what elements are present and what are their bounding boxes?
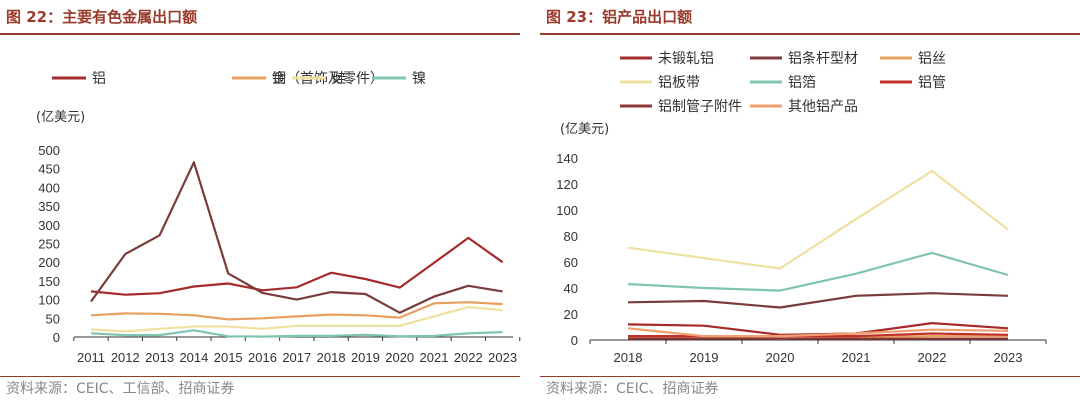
source-note: 资料来源：CEIC、招商证券 xyxy=(546,381,719,397)
x-tick-label: 2020 xyxy=(385,350,414,365)
source-rule xyxy=(540,376,1080,377)
series-line xyxy=(627,327,1009,338)
x-tick-label: 2012 xyxy=(111,350,140,365)
y-tick-label: 350 xyxy=(38,199,60,214)
y-tick-label: 0 xyxy=(53,330,60,345)
x-tick-label: 2022 xyxy=(454,350,483,365)
x-tick-label: 2018 xyxy=(317,350,346,365)
x-tick-label: 2019 xyxy=(690,350,719,365)
legend-label: 铜 xyxy=(272,71,286,87)
y-tick-label: 400 xyxy=(38,180,60,195)
legend-label: 铝箔 xyxy=(788,75,816,91)
x-tick-label: 2015 xyxy=(214,350,243,365)
legend-label: 铝管 xyxy=(918,75,946,91)
chart-panel-left: 图 22：主要有色金属出口额 铝 金（首饰及零件）铜 硅 镍 (亿美元) 0 50 100 15… xyxy=(0,0,521,402)
x-tick-label: 2019 xyxy=(351,350,380,365)
legend-label: 金（首饰及零件） xyxy=(272,71,384,87)
y-tick-label: 250 xyxy=(38,237,60,252)
series-line xyxy=(627,292,1009,309)
x-tick-label: 2016 xyxy=(248,350,277,365)
x-tick-label: 2023 xyxy=(488,350,517,365)
x-tick-label: 2020 xyxy=(766,350,795,365)
y-tick-label: 450 xyxy=(38,162,60,177)
y-tick-label: 300 xyxy=(38,218,60,233)
legend-label: 铝条杆型材 xyxy=(788,50,858,67)
line-chart-left: 铝 金（首饰及零件）铜 硅 镍 (亿美元) 0 50 100 150 200 250 300 350 40… xyxy=(36,71,521,365)
legend-label: 铝 xyxy=(92,71,106,87)
y-tick-label: 100 xyxy=(556,203,578,218)
y-tick-label: 20 xyxy=(564,307,578,322)
chart-panel-right: 图 23：铝产品出口额 未锻轧铝 铝条杆型材 铝丝铝板带 铝箔 铝管铝制管子附件 其他铝产… xyxy=(540,0,1080,402)
y-tick-label: 200 xyxy=(38,255,60,270)
legend-label: 铝制管子附件 xyxy=(658,99,742,115)
y-tick-label: 150 xyxy=(38,274,60,289)
x-tick-label: 2014 xyxy=(179,350,208,365)
x-tick-label: 2022 xyxy=(918,350,947,365)
series-line xyxy=(90,301,503,321)
y-tick-label: 0 xyxy=(571,333,578,348)
legend-label: 镍 xyxy=(412,71,426,87)
source-note: 资料来源：CEIC、工信部、招商证券 xyxy=(6,381,235,397)
series-line xyxy=(627,251,1009,292)
legend-label: 硅 xyxy=(332,71,346,87)
y-tick-label: 40 xyxy=(564,281,578,296)
series-line xyxy=(628,332,1009,338)
y-axis-unit-label: (亿美元) xyxy=(560,122,609,137)
source-rule xyxy=(0,376,520,377)
chart-title: 图 22：主要有色金属出口额 xyxy=(6,8,198,26)
x-tick-label: 2021 xyxy=(420,350,449,365)
title-rule xyxy=(0,33,520,35)
y-tick-label: 100 xyxy=(38,293,60,308)
series-line xyxy=(90,306,503,333)
series-line xyxy=(627,169,1009,270)
x-tick-label: 2023 xyxy=(994,350,1023,365)
series-line xyxy=(90,161,503,314)
legend-label: 未锻轧铝 xyxy=(658,51,714,67)
x-tick-label: 2021 xyxy=(842,350,871,365)
y-tick-label: 50 xyxy=(46,311,60,326)
y-tick-label: 140 xyxy=(556,151,578,166)
chart-title: 图 23：铝产品出口额 xyxy=(546,8,693,26)
x-tick-label: 2011 xyxy=(77,350,105,365)
series-line xyxy=(90,236,504,296)
title-rule xyxy=(540,33,1080,35)
y-tick-label: 120 xyxy=(556,177,578,192)
x-tick-label: 2013 xyxy=(145,350,174,365)
series-line xyxy=(90,329,503,338)
y-tick-label: 60 xyxy=(564,255,578,270)
legend-label: 其他铝产品 xyxy=(788,99,858,115)
y-tick-label: 80 xyxy=(564,229,578,244)
x-tick-label: 2017 xyxy=(282,350,311,365)
legend-label: 铝板带 xyxy=(658,75,700,91)
legend-label: 铝丝 xyxy=(918,51,946,67)
y-axis-unit-label: (亿美元) xyxy=(36,110,85,125)
x-tick-label: 2018 xyxy=(614,350,643,365)
y-tick-label: 500 xyxy=(38,143,60,158)
